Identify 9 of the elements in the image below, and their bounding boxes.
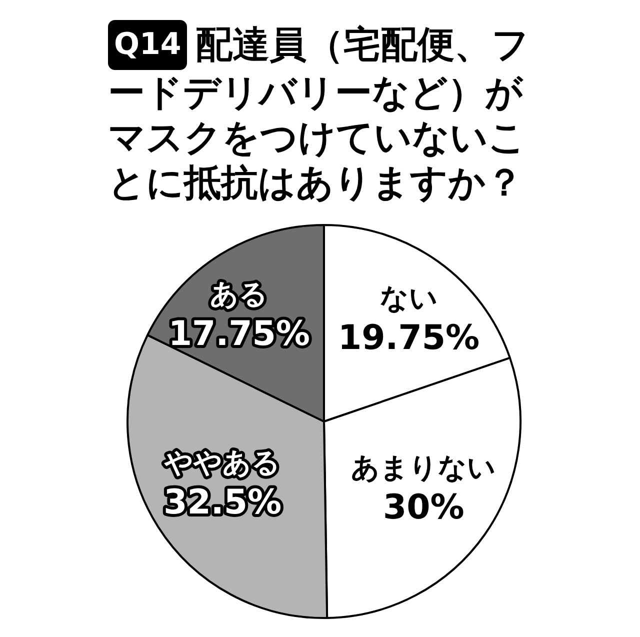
slice-label: ある [210, 277, 268, 310]
slice-label: あまりない [351, 450, 496, 484]
chart-title: Q14 配達員（宅配便、フードデリバリーなど）がマスクをつけていないことに抵抗はありますか？ [108, 22, 530, 204]
data-label: 32.5% [164, 482, 282, 523]
slice-label: ない [380, 282, 438, 315]
data-label: 30% [382, 487, 464, 528]
slice-label: ややある [164, 446, 281, 480]
data-label: 19.75% [338, 318, 480, 358]
data-label: 17.75% [168, 314, 310, 354]
